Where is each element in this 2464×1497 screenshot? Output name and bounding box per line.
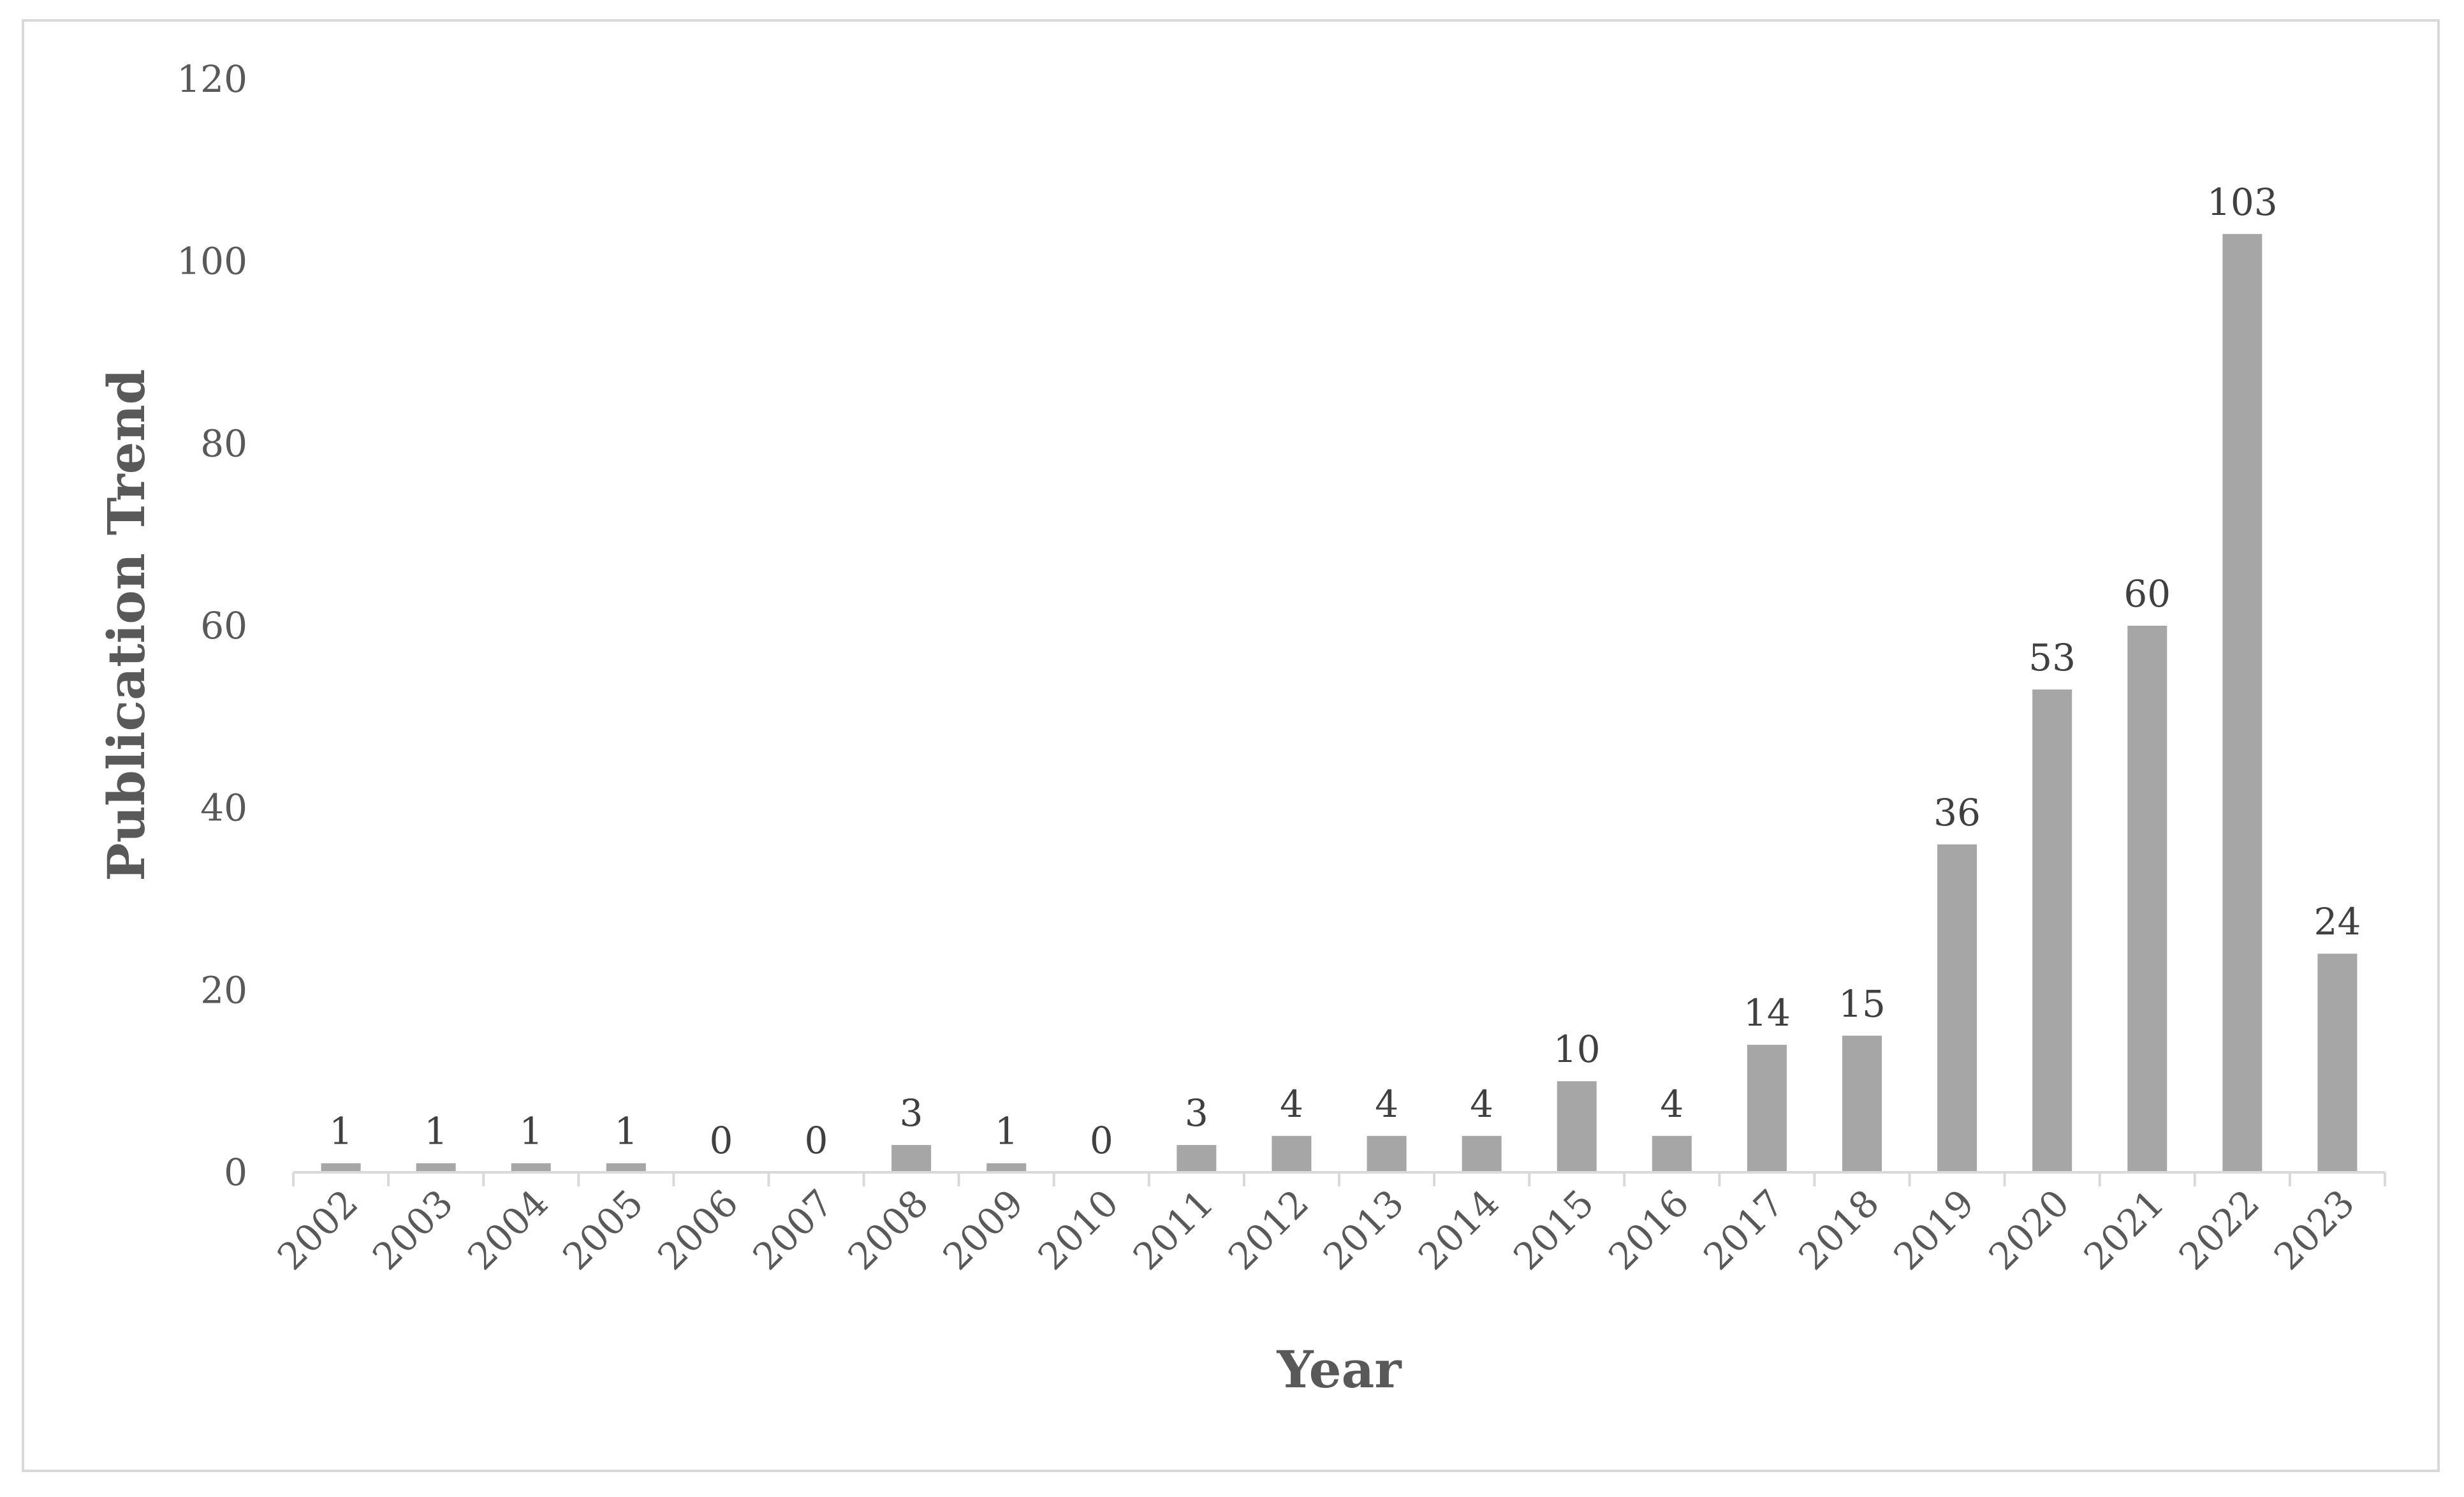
data-label-2003: 1 (424, 1110, 448, 1153)
bar-2012 (1272, 1135, 1312, 1172)
bar-2015 (1557, 1081, 1597, 1172)
x-tick-label-2002: 2002 (269, 1181, 366, 1278)
data-label-2007: 0 (805, 1119, 828, 1162)
bar-2013 (1367, 1135, 1407, 1172)
data-label-2010: 0 (1090, 1119, 1113, 1162)
data-label-2021: 60 (2123, 572, 2171, 616)
bar-2019 (1937, 844, 1977, 1172)
x-tick-label-2020: 2020 (1981, 1181, 2078, 1278)
data-label-2011: 3 (1185, 1091, 1208, 1135)
x-tick-label-2006: 2006 (649, 1181, 746, 1278)
data-label-2004: 1 (519, 1110, 543, 1153)
data-label-2019: 36 (1933, 791, 1981, 834)
bar-2018 (1842, 1035, 1882, 1172)
data-label-2016: 4 (1660, 1082, 1683, 1126)
x-tick-label-2021: 2021 (2076, 1181, 2173, 1278)
y-tick-label: 60 (200, 604, 247, 647)
x-tick-label-2004: 2004 (459, 1181, 556, 1278)
data-label-2005: 1 (614, 1110, 638, 1153)
data-label-2014: 4 (1470, 1082, 1493, 1126)
y-tick-label: 100 (177, 240, 247, 283)
x-tick-label-2019: 2019 (1886, 1181, 1983, 1278)
bar-2022 (2222, 233, 2262, 1173)
data-label-2023: 24 (2314, 900, 2361, 943)
data-label-2018: 15 (1838, 982, 1886, 1026)
data-label-2002: 1 (329, 1110, 353, 1153)
y-tick-label: 80 (200, 422, 247, 465)
x-axis-tick-marks (292, 1172, 2386, 1186)
y-tick-label: 20 (200, 968, 247, 1012)
bar-2021 (2127, 626, 2167, 1172)
bar-2002 (321, 1163, 361, 1172)
x-tick-label-2016: 2016 (1600, 1181, 1697, 1278)
y-axis-ticks: 0 20 40 60 80 100 120 (177, 57, 247, 1194)
x-tick-label-2010: 2010 (1030, 1181, 1127, 1278)
data-label-2017: 14 (1743, 991, 1791, 1035)
x-tick-label-2008: 2008 (840, 1181, 937, 1278)
y-tick-label: 40 (200, 786, 247, 830)
data-label-2009: 1 (995, 1110, 1018, 1153)
x-tick-label-2013: 2013 (1315, 1181, 1412, 1278)
x-tick-label-2007: 2007 (744, 1181, 841, 1278)
x-tick-label-2014: 2014 (1410, 1181, 1507, 1278)
data-label-2015: 10 (1553, 1028, 1601, 1071)
bar-2005 (606, 1163, 646, 1172)
bar-2014 (1462, 1135, 1502, 1172)
data-label-2008: 3 (900, 1091, 923, 1135)
x-tick-label-2009: 2009 (935, 1181, 1032, 1278)
x-tick-label-2023: 2023 (2266, 1181, 2363, 1278)
bar-2004 (511, 1163, 551, 1172)
bar-2008 (891, 1145, 932, 1172)
bar-2011 (1177, 1145, 1217, 1172)
y-tick-label: 0 (224, 1151, 247, 1194)
data-label-2006: 0 (709, 1119, 733, 1162)
x-tick-label-2015: 2015 (1505, 1181, 1602, 1278)
x-axis-ticks: 2002200320042005200620072008200920102011… (269, 1181, 2363, 1278)
bar-2023 (2317, 954, 2358, 1172)
x-tick-label-2011: 2011 (1125, 1181, 1222, 1278)
y-tick-label: 120 (177, 57, 247, 101)
data-label-2013: 4 (1375, 1082, 1398, 1126)
bar-2017 (1747, 1045, 1787, 1172)
bar-2009 (986, 1163, 1027, 1172)
bar-2016 (1652, 1135, 1692, 1172)
x-tick-label-2018: 2018 (1790, 1181, 1887, 1278)
x-tick-label-2017: 2017 (1695, 1181, 1792, 1278)
data-label-2020: 53 (2028, 636, 2076, 679)
x-axis-title: Year (1276, 1339, 1402, 1399)
bars (321, 233, 2358, 1173)
data-label-2022: 103 (2207, 181, 2278, 224)
x-tick-label-2022: 2022 (2171, 1181, 2268, 1278)
x-tick-label-2012: 2012 (1220, 1181, 1317, 1278)
data-label-2012: 4 (1280, 1082, 1303, 1126)
bar-2020 (2032, 689, 2072, 1172)
x-tick-label-2005: 2005 (554, 1181, 651, 1278)
bar-2003 (416, 1163, 456, 1172)
x-tick-label-2003: 2003 (364, 1181, 461, 1278)
y-axis-title: Publication Trend (96, 369, 156, 881)
